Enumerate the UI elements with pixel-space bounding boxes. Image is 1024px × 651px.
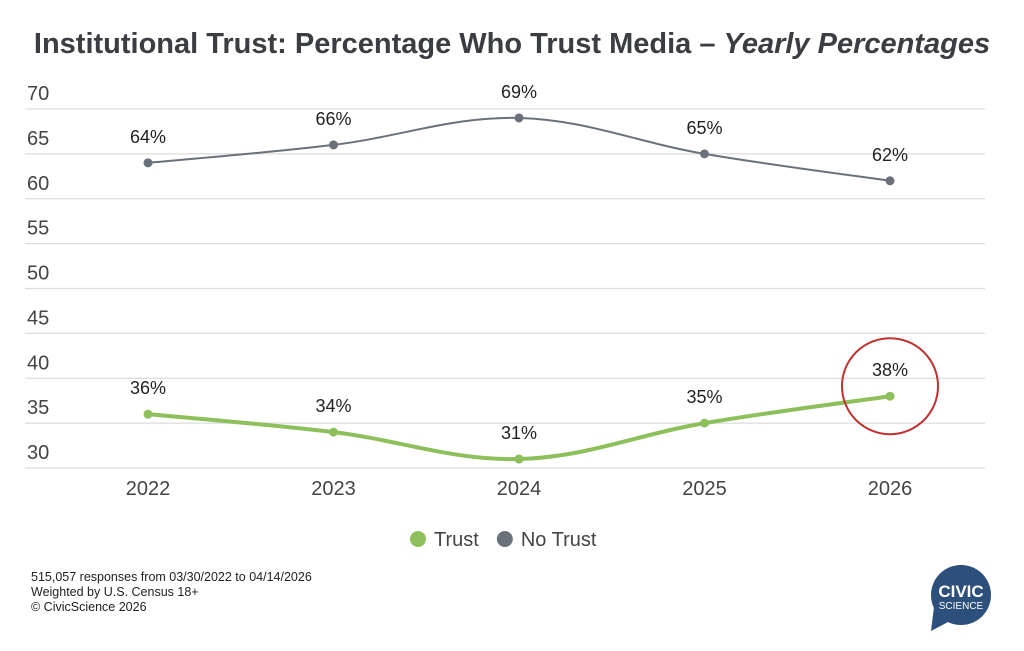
legend-marker xyxy=(410,531,426,547)
data-label: 69% xyxy=(501,82,537,102)
data-point xyxy=(514,113,524,123)
y-tick-label: 30 xyxy=(27,442,49,464)
data-point xyxy=(885,391,895,401)
data-label: 36% xyxy=(130,378,166,398)
y-tick-label: 60 xyxy=(27,173,49,195)
data-point xyxy=(329,140,338,150)
y-tick-label: 65 xyxy=(27,128,49,150)
x-tick-label: 2024 xyxy=(497,478,542,500)
civicscience-logo: CIVIC SCIENCE xyxy=(931,565,991,631)
data-point xyxy=(143,409,153,419)
chart-title: Institutional Trust: Percentage Who Trus… xyxy=(33,28,991,60)
y-tick-label: 70 xyxy=(27,83,49,105)
x-tick-label: 2025 xyxy=(682,478,727,500)
data-point xyxy=(700,418,709,428)
data-label: 64% xyxy=(130,127,166,147)
data-label: 65% xyxy=(686,118,722,138)
subtitle-text: Yearly Percentages xyxy=(723,28,991,60)
legend-marker xyxy=(496,531,513,547)
series-line-no-trust xyxy=(147,116,891,182)
data-point xyxy=(885,176,895,186)
data-point xyxy=(700,149,709,159)
data-point xyxy=(143,158,153,168)
data-label: 31% xyxy=(501,423,537,443)
x-tick-label: 2023 xyxy=(311,478,356,500)
y-tick-label: 55 xyxy=(27,218,49,240)
legend-label: Trust xyxy=(434,529,479,551)
y-tick-label: 35 xyxy=(27,397,49,419)
data-label: 66% xyxy=(315,109,351,129)
legend-label: No Trust xyxy=(521,529,597,551)
data-label: 62% xyxy=(872,145,908,165)
x-tick-label: 2022 xyxy=(126,478,171,500)
footnote-weighting: Weighted by U.S. Census 18+ xyxy=(31,585,199,599)
svg-text:CIVIC: CIVIC xyxy=(938,582,983,601)
footnote-responses: 515,057 responses from 03/30/2022 to 04/… xyxy=(31,570,312,584)
data-label: 34% xyxy=(315,396,351,416)
y-tick-label: 40 xyxy=(27,352,49,374)
data-label: 35% xyxy=(686,387,722,407)
data-point xyxy=(329,427,338,437)
title-text: Institutional Trust: Percentage Who Trus… xyxy=(33,28,692,60)
y-tick-label: 50 xyxy=(27,263,49,285)
footnote-copyright: © CivicScience 2026 xyxy=(31,600,147,614)
footnotes: 515,057 responses from 03/30/2022 to 04/… xyxy=(31,570,312,615)
x-tick-label: 2026 xyxy=(868,478,913,500)
highlight-circle xyxy=(841,337,939,436)
svg-text:SCIENCE: SCIENCE xyxy=(939,601,984,612)
y-tick-label: 45 xyxy=(27,307,49,329)
data-point xyxy=(514,454,524,464)
data-label: 38% xyxy=(872,360,908,380)
